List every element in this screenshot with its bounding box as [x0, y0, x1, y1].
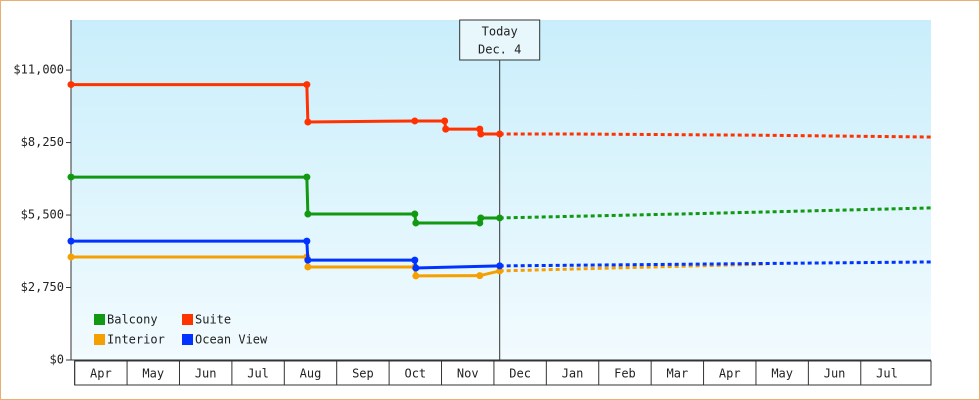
price-point	[67, 81, 75, 89]
price-point	[304, 263, 312, 271]
x-tick-label: Jun	[824, 367, 846, 381]
legend-swatch	[182, 314, 193, 325]
price-line	[71, 239, 500, 270]
price-point	[304, 118, 312, 126]
price-point	[412, 264, 420, 272]
today-label: Today	[482, 25, 518, 39]
x-tick-label: Jul	[247, 367, 269, 381]
price-point	[476, 272, 484, 280]
price-point	[67, 173, 75, 181]
y-tick-label: $2,750	[21, 280, 64, 294]
price-point	[496, 267, 504, 275]
today-date: Dec. 4	[478, 43, 521, 57]
y-tick-label: $8,250	[21, 135, 64, 149]
legend-swatch	[94, 314, 105, 325]
legend-swatch	[182, 334, 193, 345]
x-tick-label: Sep	[352, 367, 374, 381]
y-tick-label: $11,000	[13, 63, 64, 77]
legend-label: Balcony	[107, 313, 158, 327]
price-point	[303, 173, 311, 181]
x-tick-label: Mar	[667, 367, 689, 381]
today-box	[459, 19, 541, 61]
price-point	[412, 272, 420, 280]
price-point	[477, 214, 485, 222]
price-point	[477, 130, 485, 138]
y-tick-label: $5,500	[21, 208, 64, 222]
price-point	[304, 210, 312, 218]
price-point	[67, 253, 75, 261]
legend-swatch	[94, 334, 105, 345]
legend-label: Suite	[195, 313, 231, 327]
x-tick-label: Jul	[876, 367, 898, 381]
x-tick-label: Nov	[457, 367, 479, 381]
price-point	[496, 130, 504, 138]
x-tick-label: Apr	[719, 367, 741, 381]
price-point	[496, 262, 504, 270]
price-point	[411, 117, 419, 125]
price-point	[304, 256, 312, 264]
price-point	[411, 210, 419, 218]
forecast-line	[499, 262, 767, 273]
price-point	[67, 237, 75, 245]
forecast-line	[499, 132, 932, 139]
price-point	[411, 256, 419, 264]
x-tick-label: Dec	[509, 367, 531, 381]
x-tick-label: Aug	[300, 367, 322, 381]
x-tick-label: Feb	[614, 367, 636, 381]
price-point	[412, 219, 420, 227]
month-strip	[74, 360, 932, 386]
y-tick-label: $0	[50, 353, 64, 367]
price-point	[441, 117, 449, 125]
x-tick-label: Jan	[562, 367, 584, 381]
x-tick-label: Oct	[404, 367, 426, 381]
plot-area	[71, 20, 931, 360]
forecast-line	[499, 260, 932, 268]
price-point	[303, 81, 311, 89]
price-point	[303, 237, 311, 245]
legend-label: Ocean View	[195, 333, 268, 347]
price-point	[442, 125, 450, 133]
x-tick-label: Jun	[195, 367, 217, 381]
x-tick-label: Apr	[90, 367, 112, 381]
x-tick-label: May	[142, 367, 164, 381]
forecast-line	[499, 206, 932, 220]
x-tick-label: May	[771, 367, 793, 381]
price-point	[496, 214, 504, 222]
legend-label: Interior	[107, 333, 165, 347]
